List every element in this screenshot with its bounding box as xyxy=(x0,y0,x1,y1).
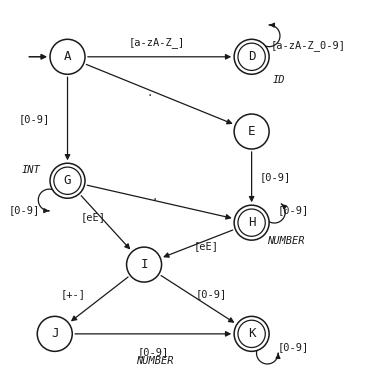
Text: [eE]: [eE] xyxy=(193,241,219,252)
Circle shape xyxy=(50,163,85,198)
Circle shape xyxy=(234,205,269,240)
Text: [0-9]: [0-9] xyxy=(138,347,169,357)
Circle shape xyxy=(126,247,161,282)
Text: [0-9]: [0-9] xyxy=(260,172,291,182)
Text: A: A xyxy=(64,50,71,63)
Circle shape xyxy=(37,316,72,351)
Text: K: K xyxy=(248,327,255,340)
Text: H: H xyxy=(248,216,255,229)
Text: [0-9]: [0-9] xyxy=(278,342,309,352)
Circle shape xyxy=(234,114,269,149)
Text: .: . xyxy=(152,192,158,202)
Text: [a-zA-Z_]: [a-zA-Z_] xyxy=(129,37,185,48)
Text: D: D xyxy=(248,50,255,63)
Text: E: E xyxy=(248,125,255,138)
Text: [+-]: [+-] xyxy=(61,289,86,299)
Text: G: G xyxy=(64,174,71,187)
Circle shape xyxy=(234,316,269,351)
Text: [0-9]: [0-9] xyxy=(8,205,39,215)
Text: J: J xyxy=(51,327,58,340)
Text: [a-zA-Z_0-9]: [a-zA-Z_0-9] xyxy=(270,40,346,51)
Text: I: I xyxy=(140,258,148,271)
Circle shape xyxy=(234,39,269,74)
Text: [eE]: [eE] xyxy=(80,212,106,222)
Text: [0-9]: [0-9] xyxy=(196,289,227,299)
Text: [0-9]: [0-9] xyxy=(19,114,50,124)
Text: [0-9]: [0-9] xyxy=(278,205,309,215)
Text: NUMBER: NUMBER xyxy=(267,236,305,246)
Circle shape xyxy=(50,39,85,74)
Text: NUMBER: NUMBER xyxy=(136,356,174,366)
Text: .: . xyxy=(147,88,153,98)
Text: ID: ID xyxy=(273,75,285,86)
Text: INT: INT xyxy=(22,165,41,175)
